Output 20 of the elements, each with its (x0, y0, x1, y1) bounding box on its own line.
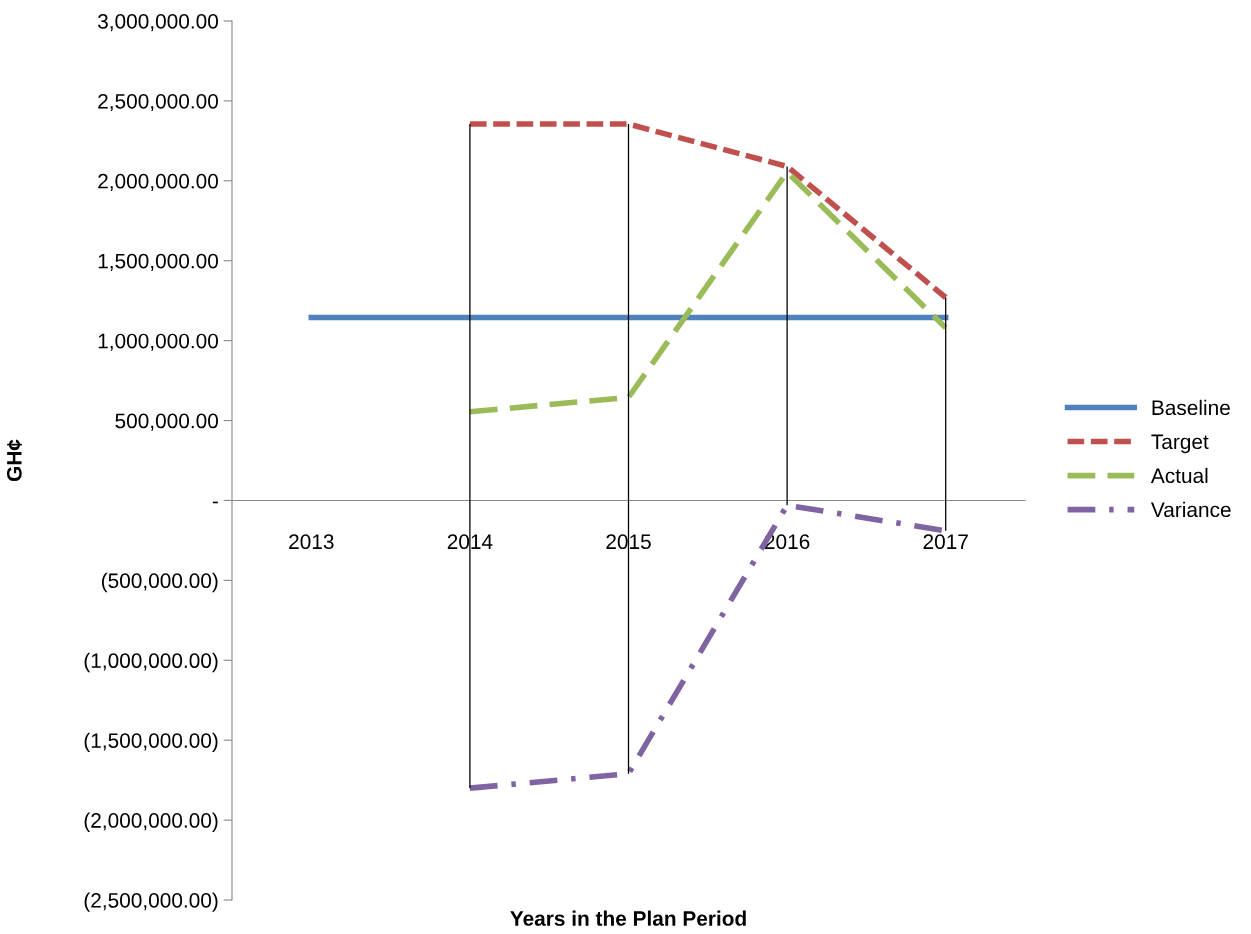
y-tick-label: (1,000,000.00) (84, 652, 218, 673)
y-axis-title: GH¢ (6, 439, 22, 482)
y-tick-label: 1,000,000.00 (98, 333, 218, 351)
y-tick-label: 2,000,000.00 (98, 173, 218, 192)
legend-label: Target (1151, 434, 1209, 454)
y-tick-label: - (212, 501, 218, 504)
y-tick-label: (2,500,000.00) (84, 892, 218, 912)
x-tick-label: 2017 (923, 534, 968, 550)
y-tick-label: (500,000.00) (101, 572, 218, 593)
legend-label: Baseline (1152, 399, 1230, 416)
legend-label: Variance (1150, 501, 1231, 518)
y-tick-label: (2,000,000.00) (84, 812, 218, 832)
y-tick-label: (1,500,000.00) (84, 732, 218, 753)
y-tick-label: 500,000.00 (115, 413, 218, 431)
y-tick-label: 1,500,000.00 (98, 253, 218, 271)
legend-label: Actual (1150, 467, 1208, 484)
y-tick-label: 3,000,000.00 (97, 14, 218, 32)
x-axis-title: Years in the Plan Period (510, 910, 746, 926)
y-tick-label: 2,500,000.00 (98, 93, 218, 112)
x-tick-label: 2013 (289, 534, 334, 550)
